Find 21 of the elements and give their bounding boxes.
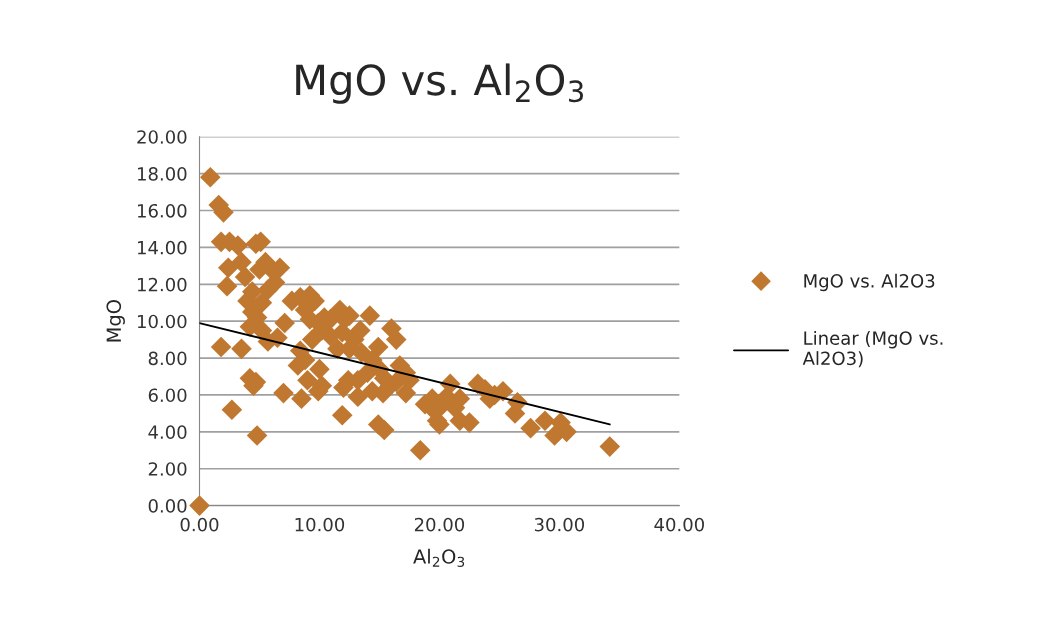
y-tick-label: 14.00	[137, 240, 187, 255]
y-tick-label: 2.00	[148, 462, 187, 476]
y-tick-label: 10.00	[137, 314, 187, 329]
y-axis-title: MgO	[106, 300, 125, 342]
y-tick-label: 16.00	[137, 203, 187, 218]
y-tick-label: 12.00	[137, 277, 187, 292]
y-tick-label: 0.00	[148, 499, 187, 513]
x-tick-label: 30.00	[534, 517, 585, 532]
chart-title: MgO vs. Al$_{2}$O$_{3}$	[296, 63, 584, 104]
x-tick-label: 10.00	[295, 517, 345, 532]
legend-label: MgO vs. Al2O3	[804, 273, 935, 292]
y-tick-label: 20.00	[137, 130, 187, 144]
y-tick-label: 8.00	[148, 351, 187, 366]
legend-label: Linear (MgO vs. Al2O3)	[802, 330, 943, 368]
x-axis-title: Al$_{2}$O$_{3}$	[413, 548, 465, 567]
x-tick-label: 20.00	[414, 517, 465, 532]
x-tick-label: 0.00	[180, 517, 219, 532]
y-tick-label: 6.00	[148, 388, 187, 403]
y-tick-label: 4.00	[148, 425, 187, 439]
y-tick-label: 18.00	[137, 167, 187, 181]
x-tick-label: 40.00	[654, 517, 704, 532]
